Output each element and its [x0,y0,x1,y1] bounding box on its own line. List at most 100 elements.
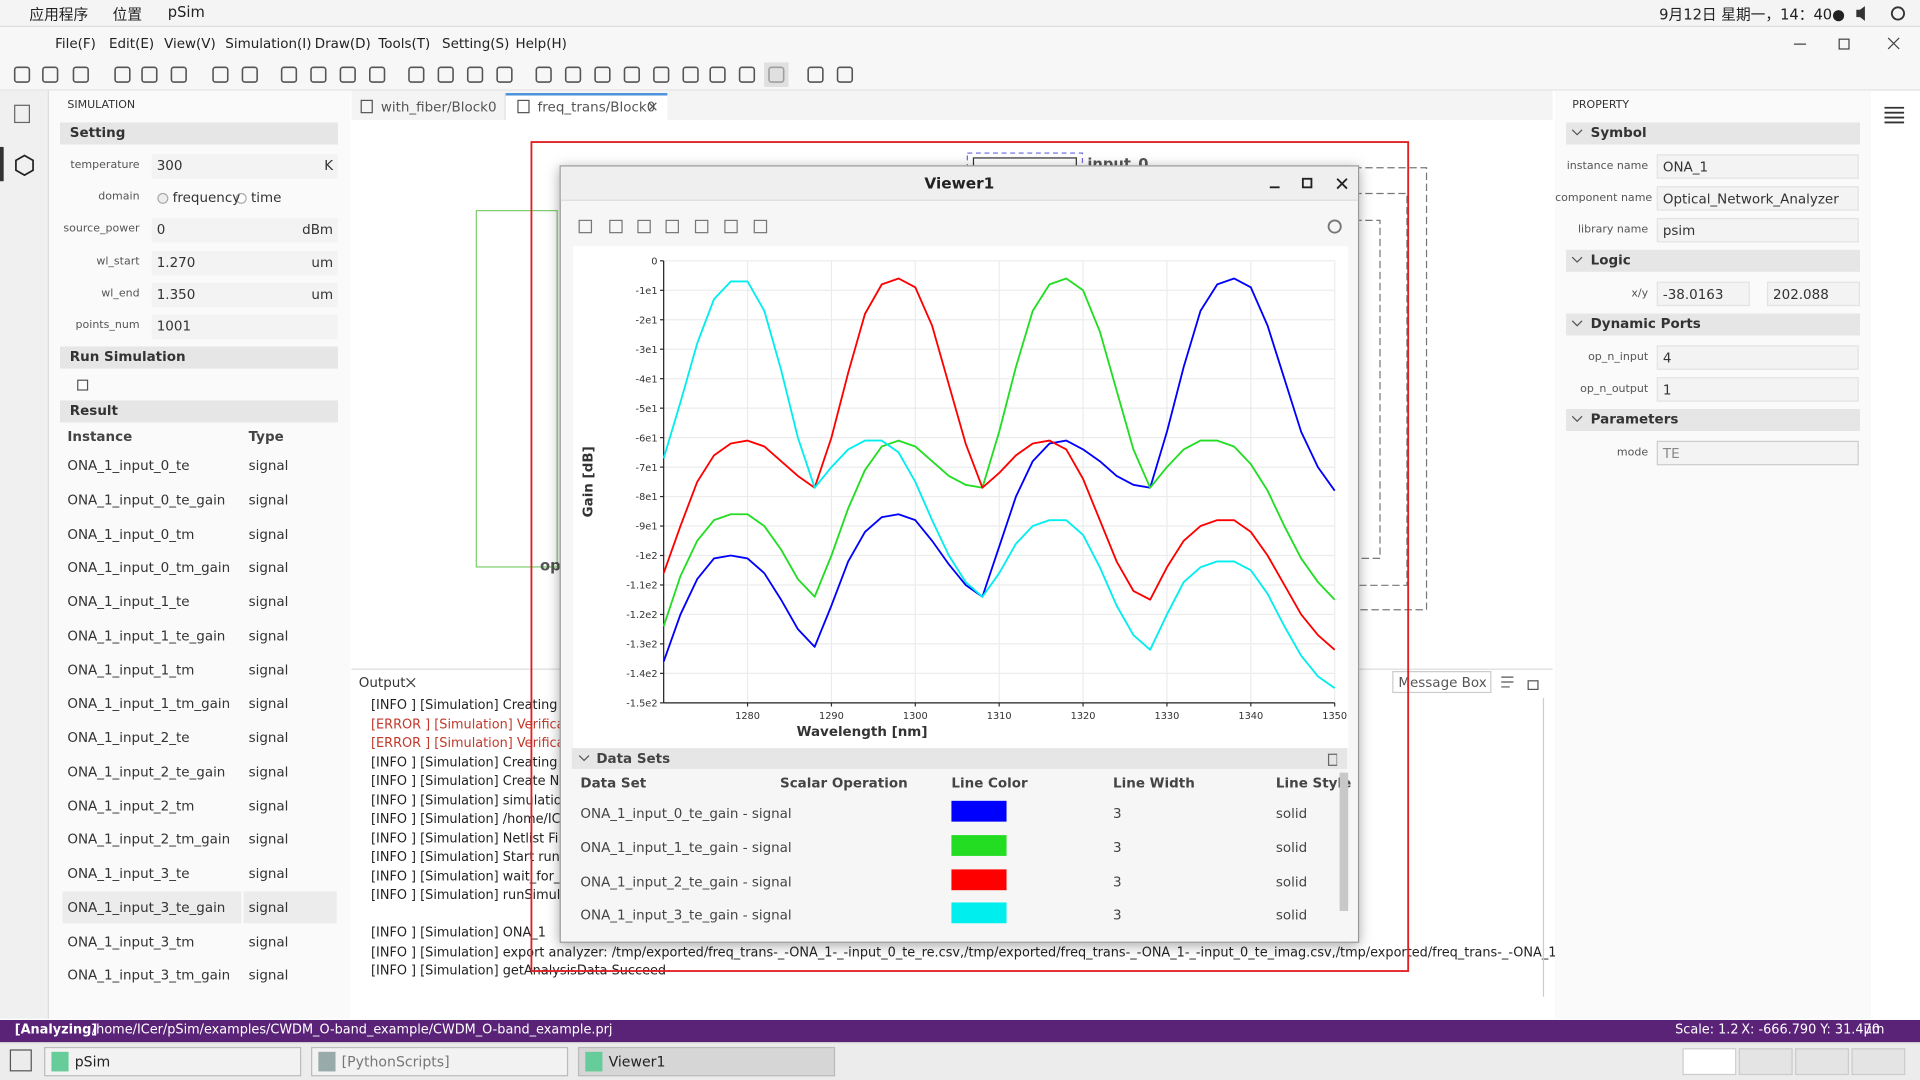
chevron [1571,415,1583,423]
field-input[interactable] [151,218,338,243]
result-instance[interactable]: ONA_1_input_1_te_gain [67,627,226,644]
menu-item[interactable]: Simulation(I) [225,35,312,52]
task-button[interactable] [311,1046,569,1077]
workspace[interactable] [1795,1048,1849,1076]
field-input[interactable] [151,154,338,179]
property-value[interactable]: ONA_1 [1656,154,1859,179]
dataset-style[interactable]: solid [1275,839,1308,856]
result-instance[interactable]: ONA_1_input_0_tm_gain [67,559,231,576]
result-type[interactable]: signal [248,457,289,474]
apps-menu[interactable]: 应用程序 [29,6,89,24]
result-type[interactable]: signal [248,593,289,610]
result-instance[interactable]: ONA_1_input_3_tm_gain [67,967,231,984]
show-desktop[interactable] [9,1049,32,1072]
section-header[interactable]: Dynamic Ports [1566,313,1861,336]
property-value[interactable]: TE [1656,440,1859,466]
workspace[interactable] [1851,1048,1906,1076]
result-type[interactable]: signal [248,661,289,678]
tool-icon [709,66,726,83]
run-checkbox[interactable] [77,379,89,391]
legend-swatch[interactable] [951,868,1007,890]
task-label[interactable]: pSim [74,1053,111,1071]
workspace[interactable] [1682,1048,1737,1076]
menu-item[interactable]: View(V) [164,35,216,52]
task-label[interactable]: [PythonScripts] [341,1053,450,1071]
output-tab[interactable]: Output [358,674,406,691]
result-instance[interactable]: ONA_1_input_0_tm [67,525,195,542]
tab-label[interactable]: with_fiber/Block0 [380,99,497,116]
result-type[interactable]: signal [248,865,289,882]
task-button[interactable] [577,1046,836,1077]
result-type[interactable]: signal [248,491,289,508]
field-input[interactable] [151,314,338,340]
property-value[interactable]: 1 [1656,377,1859,402]
dataset-width[interactable]: 3 [1113,907,1122,924]
dataset-width[interactable]: 3 [1113,839,1122,856]
workspace[interactable] [1738,1048,1793,1076]
task-label[interactable]: Viewer1 [608,1053,666,1071]
menu-item[interactable]: Help(H) [515,35,567,52]
log-line: [INFO ] [Simulation] Create Netl [371,773,576,789]
result-instance[interactable]: ONA_1_input_2_tm_gain [67,831,231,848]
result-instance[interactable]: ONA_1_input_0_te_gain [67,491,226,508]
menu-item[interactable]: Setting(S) [442,35,510,52]
result-type[interactable]: signal [248,627,289,644]
property-value[interactable]: Optical_Network_Analyzer [1656,186,1859,211]
places-menu[interactable]: 位置 [112,6,143,24]
filter-select[interactable]: Message Box [1392,671,1492,694]
section-header[interactable]: Symbol [1566,122,1861,145]
dataset-name[interactable]: ONA_1_input_3_te_gain - signal [580,907,792,924]
dataset-style[interactable]: solid [1275,873,1308,890]
section-header[interactable]: Logic [1566,249,1861,272]
result-instance[interactable]: ONA_1_input_1_tm_gain [67,695,231,712]
result-instance[interactable]: ONA_1_input_3_te_gain [67,899,226,916]
dataset-name[interactable]: ONA_1_input_0_te_gain - signal [580,805,792,822]
result-type[interactable]: signal [248,933,289,950]
result-instance[interactable]: ONA_1_input_2_tm [67,797,195,814]
result-type[interactable]: signal [248,899,289,916]
property-value[interactable]: -38.0163 [1656,281,1750,307]
result-instance[interactable]: ONA_1_input_3_te [67,865,190,882]
property-value[interactable]: 202.088 [1766,281,1861,307]
status-unit[interactable]: µm [1863,1022,1885,1038]
result-type[interactable]: signal [248,967,289,984]
dataset-style[interactable]: solid [1275,805,1308,822]
tab[interactable] [505,93,668,121]
tab[interactable] [351,93,506,121]
result-instance[interactable]: ONA_1_input_2_te_gain [67,763,226,780]
menu-item[interactable]: Tools(T) [378,35,431,52]
result-instance[interactable]: ONA_1_input_3_tm [67,933,195,950]
radio-label[interactable]: frequency [172,190,241,206]
datasets-title[interactable]: Data Sets [596,750,671,767]
result-instance[interactable]: ONA_1_input_1_te [67,593,190,610]
property-value[interactable]: psim [1656,217,1859,243]
radio-label[interactable]: time [251,190,282,206]
dataset-width[interactable]: 3 [1113,873,1122,890]
dataset-width[interactable]: 3 [1113,805,1122,822]
dataset-name[interactable]: ONA_1_input_2_te_gain - signal [580,873,792,890]
result-type[interactable]: signal [248,831,289,848]
result-instance[interactable]: ONA_1_input_0_te [67,457,190,474]
menu-item[interactable]: Draw(D) [314,35,371,52]
task-button[interactable] [44,1046,302,1077]
result-type[interactable]: signal [248,797,289,814]
result-type[interactable]: signal [248,559,289,576]
result-type[interactable]: signal [248,763,289,780]
legend-swatch[interactable] [951,800,1007,822]
section-header[interactable]: Parameters [1566,408,1861,432]
field-input[interactable] [151,250,338,276]
result-type[interactable]: signal [248,695,289,712]
result-type[interactable]: signal [248,525,289,542]
menu-item[interactable]: File(F) [55,35,96,52]
result-type[interactable]: signal [248,729,289,746]
result-instance[interactable]: ONA_1_input_2_te [67,729,190,746]
result-instance[interactable]: ONA_1_input_1_tm [67,661,195,678]
tab-label[interactable]: freq_trans/Block0 [537,99,656,116]
dataset-style[interactable]: solid [1275,907,1308,924]
menu-item[interactable]: Edit(E) [108,35,155,52]
field-input[interactable] [151,282,338,308]
legend-swatch[interactable] [951,902,1007,924]
dataset-name[interactable]: ONA_1_input_1_te_gain - signal [580,839,792,856]
legend-swatch[interactable] [951,834,1007,856]
property-value[interactable]: 4 [1656,345,1859,370]
